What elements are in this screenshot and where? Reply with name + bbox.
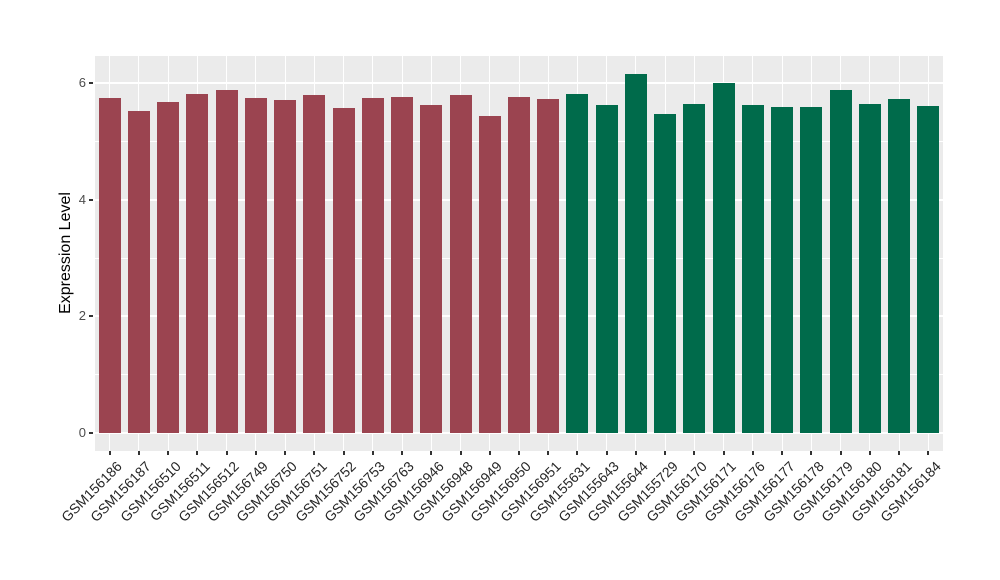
y-tick-label: 2 (78, 308, 86, 324)
y-tick-mark (89, 315, 93, 318)
x-tick-mark (722, 451, 725, 455)
x-tick-mark (693, 451, 696, 455)
x-tick-mark (401, 451, 404, 455)
bar-GSM155644 (624, 74, 647, 433)
x-tick-mark (810, 451, 813, 455)
x-tick-mark (108, 451, 111, 455)
bar-GSM156179 (829, 89, 852, 433)
x-tick-mark (547, 451, 550, 455)
x-tick-mark (839, 451, 842, 455)
bar-GSM156950 (508, 97, 530, 433)
x-tick-mark (430, 451, 433, 455)
x-tick-mark (284, 451, 287, 455)
plot-panel (95, 56, 943, 451)
bar-GSM156510 (157, 101, 180, 433)
x-tick-mark (225, 451, 228, 455)
bar-GSM156753 (361, 97, 384, 433)
x-tick-mark (868, 451, 871, 455)
bar-GSM156170 (683, 103, 706, 433)
y-tick-mark (89, 82, 93, 85)
y-tick-mark (89, 432, 93, 434)
y-tick-label: 0 (78, 425, 86, 440)
bar-GSM156171 (712, 83, 735, 433)
bar-GSM156751 (303, 95, 326, 433)
bar-GSM156180 (858, 104, 881, 433)
bar-GSM156177 (771, 106, 794, 433)
bar-GSM156949 (478, 115, 501, 433)
x-tick-mark (898, 451, 901, 455)
x-tick-mark (634, 451, 637, 455)
x-tick-mark (313, 451, 316, 455)
x-tick-mark (605, 451, 608, 455)
x-tick-mark (137, 451, 140, 455)
bar-GSM156178 (800, 106, 823, 433)
x-tick-mark (371, 451, 374, 455)
y-tick-mark (89, 198, 93, 201)
bar-GSM156511 (186, 94, 209, 433)
bar-GSM156186 (98, 97, 121, 433)
bar-GSM156184 (917, 105, 940, 433)
bar-GSM156181 (888, 98, 911, 433)
x-tick-mark (196, 451, 199, 455)
bar-GSM156763 (391, 97, 414, 433)
x-tick-mark (167, 451, 170, 455)
bar-GSM156176 (741, 104, 764, 433)
bar-GSM156187 (127, 111, 150, 433)
bar-GSM156752 (332, 108, 355, 433)
y-axis-title: Expression Level (57, 192, 74, 314)
x-tick-mark (751, 451, 754, 455)
x-tick-mark (459, 451, 462, 455)
bar-GSM155643 (595, 104, 618, 433)
bar-GSM156512 (215, 89, 238, 433)
x-tick-mark (518, 451, 520, 455)
bar-GSM156946 (420, 104, 443, 433)
x-tick-mark (664, 451, 667, 455)
x-tick-mark (927, 451, 930, 455)
x-tick-mark (781, 451, 784, 455)
bar-GSM156951 (537, 98, 560, 433)
x-tick-mark (576, 451, 579, 455)
bar-GSM156750 (274, 100, 297, 433)
x-tick-mark (254, 451, 257, 455)
x-tick-mark (342, 451, 345, 455)
bar-GSM156749 (244, 97, 267, 433)
x-tick-mark (488, 451, 491, 455)
y-tick-label: 6 (78, 75, 86, 91)
bar-GSM155631 (566, 93, 589, 433)
y-tick-label: 4 (78, 191, 86, 207)
bar-GSM155729 (654, 114, 677, 433)
bar-GSM156948 (449, 94, 472, 433)
